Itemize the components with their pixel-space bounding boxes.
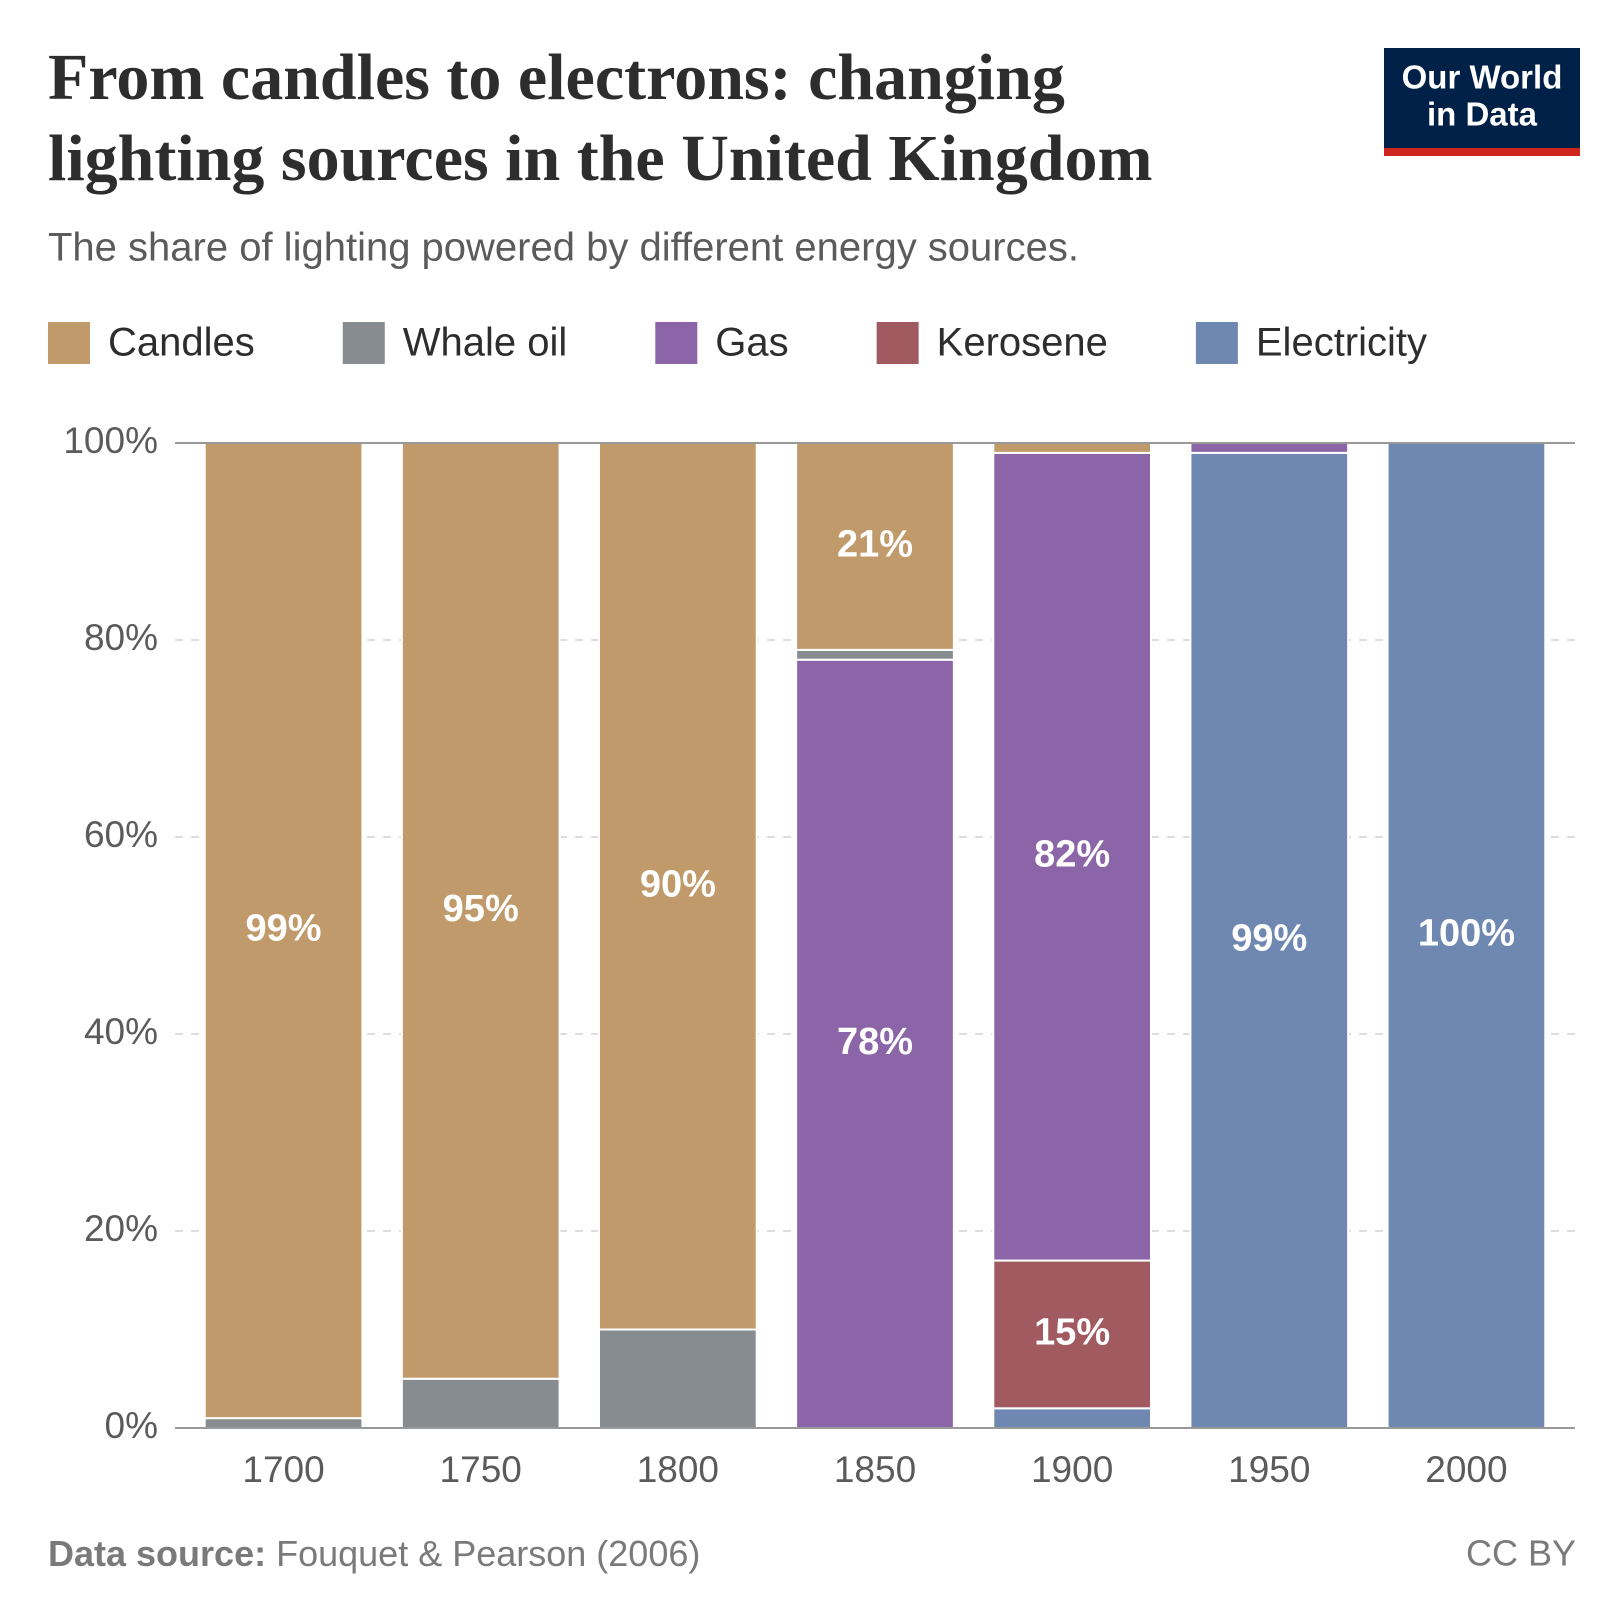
y-tick-label: 100%	[63, 420, 158, 461]
bar-segment	[992, 1407, 1152, 1430]
bar-segment	[992, 451, 1152, 1262]
value-label: 82%	[1034, 834, 1110, 876]
legend-label: Gas	[715, 321, 788, 365]
bar-segment	[598, 1328, 758, 1429]
license: CC BY	[1466, 1533, 1576, 1574]
y-tick-label: 40%	[84, 1011, 158, 1052]
legend-label: Electricity	[1256, 321, 1427, 365]
x-tick-label: 1900	[1031, 1449, 1113, 1490]
source-text: Fouquet & Pearson (2006)	[276, 1533, 700, 1574]
logo-box	[1384, 48, 1580, 150]
legend-label: Kerosene	[937, 321, 1108, 365]
bar-segment	[1189, 451, 1350, 1430]
y-tick-label: 20%	[84, 1208, 158, 1249]
chart-title: From candles to electrons: changing	[48, 41, 1065, 114]
bar-segment	[400, 1377, 561, 1429]
bar-segment	[992, 1259, 1152, 1410]
logo-stripe	[1384, 148, 1580, 156]
value-label: 99%	[1231, 917, 1307, 959]
x-tick-label: 1950	[1228, 1449, 1310, 1490]
bar-segment	[795, 442, 955, 651]
x-tick-label: 1800	[637, 1449, 719, 1490]
legend-swatch	[876, 322, 919, 364]
value-label: 21%	[837, 523, 913, 565]
chart-subtitle: The share of lighting powered by differe…	[48, 226, 1079, 270]
x-tick-label: 1850	[834, 1449, 916, 1490]
x-tick-label: 1750	[440, 1449, 522, 1490]
logo-text: Our World	[1402, 59, 1563, 96]
legend-label: Candles	[108, 321, 255, 365]
bar-segment	[1386, 442, 1547, 1429]
value-label: 15%	[1034, 1311, 1110, 1353]
value-label: 95%	[443, 888, 519, 930]
legend-label: Whale oil	[403, 321, 568, 365]
x-tick-label: 2000	[1425, 1449, 1507, 1490]
bar-segment	[203, 1417, 364, 1430]
x-tick-label: 1700	[242, 1449, 324, 1490]
bar-segment	[598, 442, 758, 1331]
y-tick-label: 60%	[84, 814, 158, 855]
bar-segment	[203, 442, 364, 1420]
y-tick-label: 80%	[84, 617, 158, 658]
bar-segment	[795, 648, 955, 661]
y-tick-label: 0%	[105, 1405, 158, 1446]
bar-segment	[1189, 442, 1350, 454]
bar-segment	[795, 658, 955, 1429]
value-label: 78%	[837, 1021, 913, 1063]
value-label: 99%	[246, 908, 322, 950]
legend-swatch	[48, 322, 90, 364]
value-label: 90%	[640, 863, 716, 905]
logo-text: in Data	[1427, 96, 1538, 133]
bar-segment	[992, 442, 1152, 454]
value-label: 100%	[1418, 913, 1515, 955]
legend-swatch	[655, 322, 698, 364]
chart-title: lighting sources in the United Kingdom	[48, 122, 1152, 195]
logo: Our World in Data	[1384, 48, 1580, 156]
legend-swatch	[1195, 322, 1238, 364]
source: Data source: Fouquet & Pearson (2006)	[48, 1533, 700, 1574]
source-label: Data source:	[48, 1533, 266, 1574]
legend-swatch	[342, 322, 385, 364]
